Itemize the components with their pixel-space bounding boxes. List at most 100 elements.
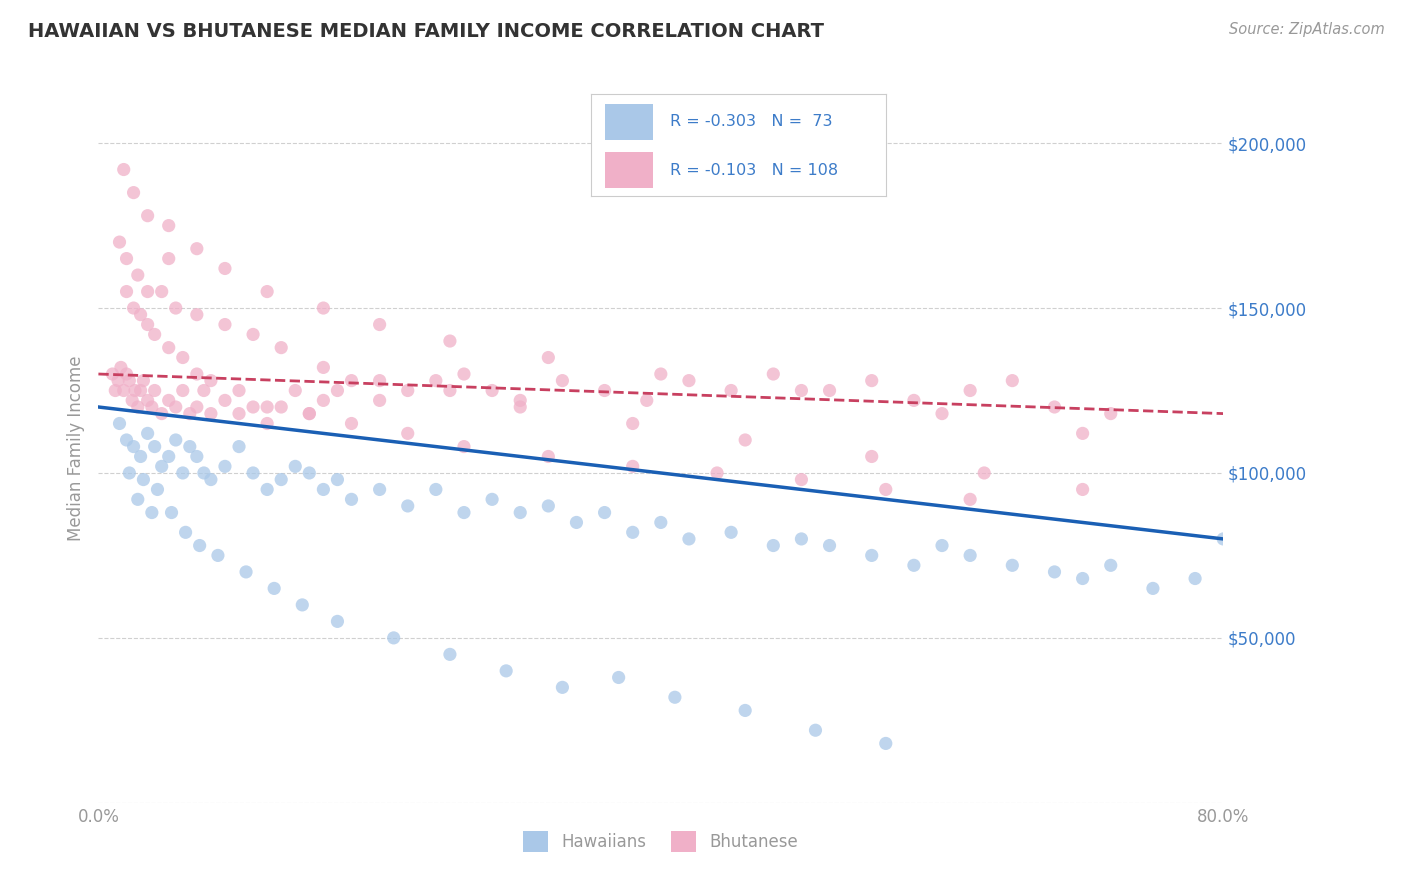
Point — [104, 384, 127, 398]
Point — [108, 235, 131, 249]
Point — [256, 483, 278, 497]
Point — [368, 318, 391, 332]
Point — [298, 466, 321, 480]
Point — [122, 186, 145, 200]
Point — [157, 341, 180, 355]
Point — [132, 374, 155, 388]
Point — [860, 450, 883, 464]
Point — [284, 459, 307, 474]
Point — [270, 473, 292, 487]
Point — [509, 400, 531, 414]
Point — [509, 506, 531, 520]
Point — [340, 417, 363, 431]
Point — [1071, 572, 1094, 586]
Point — [1071, 426, 1094, 441]
Point — [179, 440, 201, 454]
Point — [186, 308, 208, 322]
Point — [720, 384, 742, 398]
Point — [481, 384, 503, 398]
Point — [157, 252, 180, 266]
Point — [270, 341, 292, 355]
Point — [650, 367, 672, 381]
Point — [678, 374, 700, 388]
Point — [129, 384, 152, 398]
Point — [157, 393, 180, 408]
Point — [186, 400, 208, 414]
Point — [127, 400, 149, 414]
Point — [551, 374, 574, 388]
Point — [368, 374, 391, 388]
Point — [200, 473, 222, 487]
Point — [291, 598, 314, 612]
Point — [453, 506, 475, 520]
Point — [875, 736, 897, 750]
Point — [312, 360, 335, 375]
Point — [368, 483, 391, 497]
Point — [439, 334, 461, 348]
Point — [326, 384, 349, 398]
Point — [150, 285, 173, 299]
Point — [650, 516, 672, 530]
Point — [228, 384, 250, 398]
Point — [112, 162, 135, 177]
Point — [903, 393, 925, 408]
Point — [172, 351, 194, 365]
Point — [214, 459, 236, 474]
Point — [1142, 582, 1164, 596]
Point — [186, 450, 208, 464]
Point — [340, 374, 363, 388]
Point — [312, 301, 335, 315]
Point — [157, 450, 180, 464]
Point — [453, 440, 475, 454]
Point — [101, 367, 124, 381]
Point — [537, 351, 560, 365]
Point — [931, 407, 953, 421]
Point — [127, 492, 149, 507]
Point — [425, 374, 447, 388]
Point — [368, 393, 391, 408]
Point — [200, 374, 222, 388]
Point — [762, 539, 785, 553]
Point — [959, 492, 981, 507]
Point — [621, 459, 644, 474]
Point — [439, 384, 461, 398]
Point — [124, 384, 146, 398]
Point — [207, 549, 229, 563]
Point — [453, 367, 475, 381]
FancyBboxPatch shape — [606, 104, 652, 140]
Point — [136, 393, 159, 408]
Point — [235, 565, 257, 579]
Point — [1043, 400, 1066, 414]
Point — [1212, 532, 1234, 546]
Point — [1099, 558, 1122, 573]
Point — [143, 440, 166, 454]
Point — [136, 285, 159, 299]
Point — [121, 393, 143, 408]
Point — [973, 466, 995, 480]
Point — [214, 393, 236, 408]
Point — [242, 327, 264, 342]
Point — [132, 473, 155, 487]
Point — [340, 492, 363, 507]
Legend: Hawaiians, Bhutanese: Hawaiians, Bhutanese — [516, 824, 806, 858]
Point — [1001, 558, 1024, 573]
Point — [762, 367, 785, 381]
Point — [1099, 407, 1122, 421]
Point — [495, 664, 517, 678]
Point — [136, 209, 159, 223]
Point — [818, 384, 841, 398]
Point — [734, 703, 756, 717]
Point — [118, 466, 141, 480]
Point — [174, 525, 197, 540]
Point — [256, 285, 278, 299]
Point — [537, 499, 560, 513]
Point — [143, 384, 166, 398]
Point — [734, 433, 756, 447]
Point — [860, 549, 883, 563]
Point — [214, 261, 236, 276]
Point — [150, 407, 173, 421]
Point — [160, 506, 183, 520]
Point — [112, 384, 135, 398]
Point — [188, 539, 211, 553]
Point — [263, 582, 285, 596]
